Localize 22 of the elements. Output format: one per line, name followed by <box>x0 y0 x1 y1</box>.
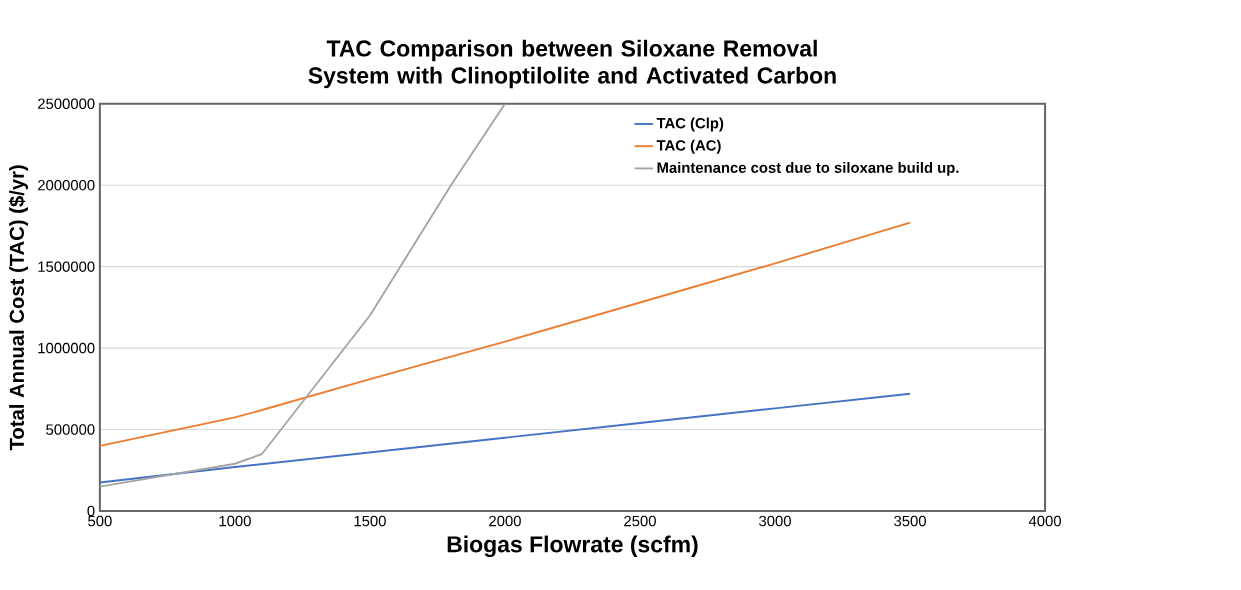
x-tick-label: 3500 <box>894 515 926 527</box>
y-tick-label: 2000000 <box>38 180 95 191</box>
y-tick-label: 1500000 <box>38 261 95 273</box>
line-series <box>99 221 911 447</box>
x-tick-label: 500 <box>88 515 112 527</box>
x-axis-title: Biogas Flowrate (scfm) <box>447 535 698 558</box>
line-series <box>99 103 506 488</box>
x-tick-label: 1500 <box>354 515 386 527</box>
legend-label: Maintenance cost due to siloxane build up. <box>657 162 959 176</box>
y-tick-label: 1000000 <box>38 342 95 354</box>
x-tick-label: 3000 <box>759 515 791 527</box>
y-tick-label: 2500000 <box>38 98 95 110</box>
y-tick-label: 500000 <box>46 424 95 435</box>
x-tick-label: 2000 <box>489 515 521 527</box>
legend-label: TAC (AC) <box>656 139 721 154</box>
legend-label: TAC (Clp) <box>656 117 724 132</box>
chart-title: TAC Comparison between Siloxane Removal System with Clinoptilolite and Activated Carbon <box>308 39 836 89</box>
y-axis-title: Total Annual Cost (TAC) ($/yr) <box>8 165 29 451</box>
y-tick-label: 0 <box>87 505 95 517</box>
x-tick-label: 1000 <box>219 515 251 527</box>
x-tick-label: 2500 <box>624 515 656 527</box>
x-tick-label: 4000 <box>1028 515 1061 527</box>
